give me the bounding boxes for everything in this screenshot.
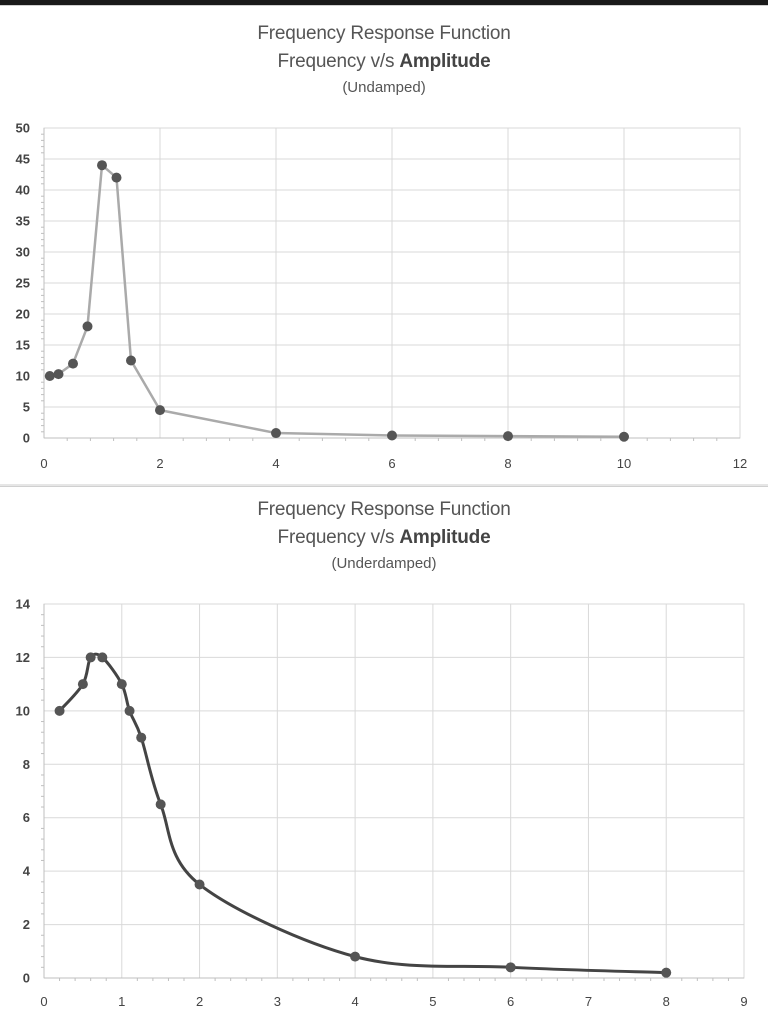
chart-1-data-point bbox=[619, 431, 629, 442]
chart-2-x-tick-label: 0 bbox=[40, 994, 47, 1009]
chart-1-data-point bbox=[271, 428, 281, 439]
chart-2-data-point bbox=[194, 879, 205, 890]
chart-1-y-tick-label: 5 bbox=[23, 400, 30, 415]
chart-panel-underdamped bbox=[0, 486, 768, 1025]
chart-2-caption: (Underdamped) bbox=[331, 555, 437, 572]
chart-2-y-tick-label: 2 bbox=[23, 917, 30, 932]
chart-1-x-tick-label: 0 bbox=[40, 456, 47, 471]
chart-2-data-point bbox=[85, 652, 96, 663]
chart-panel-undamped bbox=[0, 5, 768, 486]
chart-1-x-tick-label: 12 bbox=[733, 456, 747, 471]
chart-2-data-point bbox=[661, 967, 672, 978]
chart-2-x-tick-label: 9 bbox=[740, 994, 747, 1009]
chart-2-y-tick-label: 4 bbox=[23, 864, 31, 879]
chart-1-y-tick-label: 25 bbox=[16, 276, 30, 291]
chart-2-x-tick-label: 1 bbox=[118, 994, 125, 1009]
chart-1-data-point bbox=[82, 321, 93, 332]
chart-2-data-point bbox=[505, 962, 516, 973]
chart-2-subtitle-bold: Amplitude bbox=[399, 527, 491, 548]
chart-2-data-point bbox=[116, 679, 127, 690]
chart-2-data-point bbox=[124, 705, 135, 716]
chart-1-subtitle-prefix: Frequency v/s bbox=[277, 51, 400, 72]
chart-2-data-point bbox=[54, 705, 65, 716]
chart-1-x-tick-label: 10 bbox=[617, 456, 631, 471]
chart-1-data-point bbox=[53, 369, 64, 380]
chart-2-x-tick-label: 2 bbox=[196, 994, 203, 1009]
chart-1-data-point bbox=[387, 430, 397, 441]
chart-1-y-tick-label: 50 bbox=[16, 121, 30, 136]
chart-1-x-tick-label: 6 bbox=[388, 456, 395, 471]
chart-2-data-point bbox=[77, 679, 88, 690]
chart-2-y-tick-label: 10 bbox=[16, 703, 30, 718]
chart-2-y-tick-label: 0 bbox=[23, 971, 30, 986]
chart-1-data-point bbox=[68, 358, 78, 369]
chart-1-y-tick-label: 20 bbox=[16, 307, 30, 322]
chart-1-y-tick-label: 10 bbox=[16, 369, 30, 384]
chart-1-data-point bbox=[155, 405, 165, 416]
chart-2-x-tick-label: 5 bbox=[429, 994, 436, 1009]
chart-2-y-tick-label: 12 bbox=[16, 650, 30, 665]
chart-2-y-tick-label: 6 bbox=[23, 810, 30, 825]
chart-2-y-tick-label: 14 bbox=[16, 597, 31, 612]
chart-1-y-tick-label: 15 bbox=[16, 338, 30, 353]
panel-divider bbox=[0, 484, 768, 487]
chart-1-data-point bbox=[97, 160, 107, 171]
chart-2-x-tick-label: 7 bbox=[585, 994, 592, 1009]
chart-2-y-tick-label: 8 bbox=[23, 757, 30, 772]
chart-1-y-tick-label: 35 bbox=[16, 214, 30, 229]
chart-1-subtitle-bold: Amplitude bbox=[399, 51, 491, 72]
chart-1-data-point bbox=[111, 172, 122, 183]
chart-1-y-tick-label: 45 bbox=[16, 152, 30, 167]
chart-1-caption: (Undamped) bbox=[342, 79, 426, 96]
chart-2-data-point bbox=[350, 951, 361, 962]
chart-2-data-point bbox=[97, 652, 108, 663]
chart-2-titles: Frequency Response Function Frequency v/… bbox=[0, 496, 768, 576]
chart-2-title: Frequency Response Function bbox=[257, 499, 511, 520]
chart-2-data-point bbox=[155, 799, 166, 810]
chart-2-x-tick-label: 4 bbox=[351, 994, 358, 1009]
chart-2-x-tick-label: 8 bbox=[663, 994, 670, 1009]
chart-1-y-tick-label: 0 bbox=[23, 431, 30, 446]
chart-1-data-point bbox=[126, 355, 136, 366]
chart-1-x-tick-label: 2 bbox=[156, 456, 163, 471]
chart-2-plot-area bbox=[43, 603, 745, 979]
chart-1-subtitle: Frequency v/s Amplitude bbox=[0, 48, 768, 76]
chart-2-data-point bbox=[136, 732, 147, 743]
chart-1-data-point bbox=[44, 371, 55, 381]
chart-2-x-tick-label: 3 bbox=[274, 994, 281, 1009]
chart-2-subtitle-prefix: Frequency v/s bbox=[277, 527, 400, 548]
chart-2-subtitle: Frequency v/s Amplitude bbox=[0, 524, 768, 552]
chart-1-x-tick-label: 4 bbox=[272, 456, 279, 471]
chart-1-y-tick-label: 40 bbox=[16, 183, 30, 198]
chart-1-titles: Frequency Response Function Frequency v/… bbox=[0, 20, 768, 100]
chart-2-x-tick-label: 6 bbox=[507, 994, 514, 1009]
top-bar bbox=[0, 0, 768, 5]
chart-1-x-tick-label: 8 bbox=[504, 456, 511, 471]
chart-1-title: Frequency Response Function bbox=[257, 23, 511, 44]
chart-1-data-point bbox=[503, 431, 513, 442]
chart-1-y-tick-label: 30 bbox=[16, 245, 30, 260]
